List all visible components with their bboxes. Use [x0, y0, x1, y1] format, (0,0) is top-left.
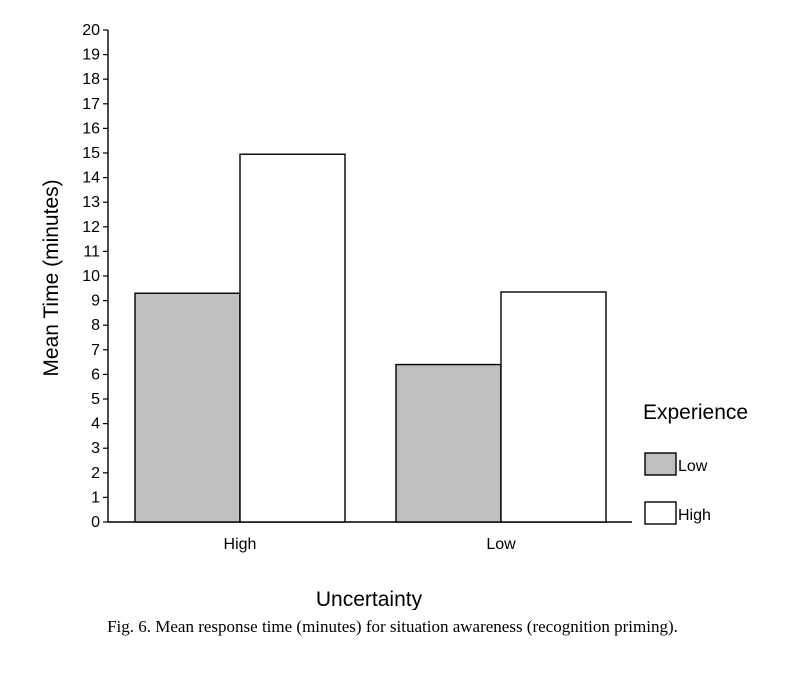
y-tick-label: 7	[91, 342, 100, 359]
y-tick-label: 1	[91, 489, 100, 506]
y-tick-label: 4	[91, 416, 100, 433]
y-tick-label: 18	[82, 71, 100, 88]
legend-swatch-high	[644, 501, 677, 525]
figure-caption: Fig. 6. Mean response time (minutes) for…	[107, 617, 678, 636]
x-axis: High Low	[108, 521, 632, 553]
legend-title: Experience	[643, 401, 748, 424]
y-tick-label: 11	[83, 243, 100, 260]
y-tick-label: 17	[82, 96, 100, 113]
y-tick-label: 9	[91, 293, 100, 310]
y-tick-label: 14	[82, 170, 100, 187]
bar-low-uncertainty-high-experience	[500, 291, 607, 523]
y-tick-label: 0	[91, 514, 100, 531]
bar-high-uncertainty-low-experience	[134, 292, 241, 523]
y-tick-label: 10	[82, 268, 100, 285]
bar-low-uncertainty-low-experience	[395, 363, 502, 523]
y-tick-label: 13	[82, 194, 100, 211]
y-tick-label: 12	[82, 219, 100, 236]
y-tick-label: 16	[82, 120, 100, 137]
x-tick-label: Low	[486, 536, 516, 553]
legend: Experience Low High	[643, 401, 748, 525]
y-tick-label: 5	[91, 391, 100, 408]
y-tick-label: 20	[82, 22, 100, 39]
legend-label-high: High	[678, 507, 711, 524]
y-tick-label: 15	[82, 145, 100, 162]
legend-label-low: Low	[678, 458, 708, 475]
y-tick-label: 6	[91, 366, 100, 383]
y-tick-label: 8	[91, 317, 100, 334]
legend-swatch-low	[644, 452, 677, 476]
y-tick-label: 19	[82, 47, 100, 64]
bar-high-uncertainty-high-experience	[239, 153, 346, 523]
y-axis-title: Mean Time (minutes)	[40, 179, 63, 376]
bars	[134, 153, 607, 523]
y-tick-label: 3	[91, 440, 100, 457]
x-axis-title: Uncertainty	[316, 588, 423, 610]
x-tick-label: High	[224, 536, 257, 553]
y-tick-label: 2	[91, 465, 100, 482]
